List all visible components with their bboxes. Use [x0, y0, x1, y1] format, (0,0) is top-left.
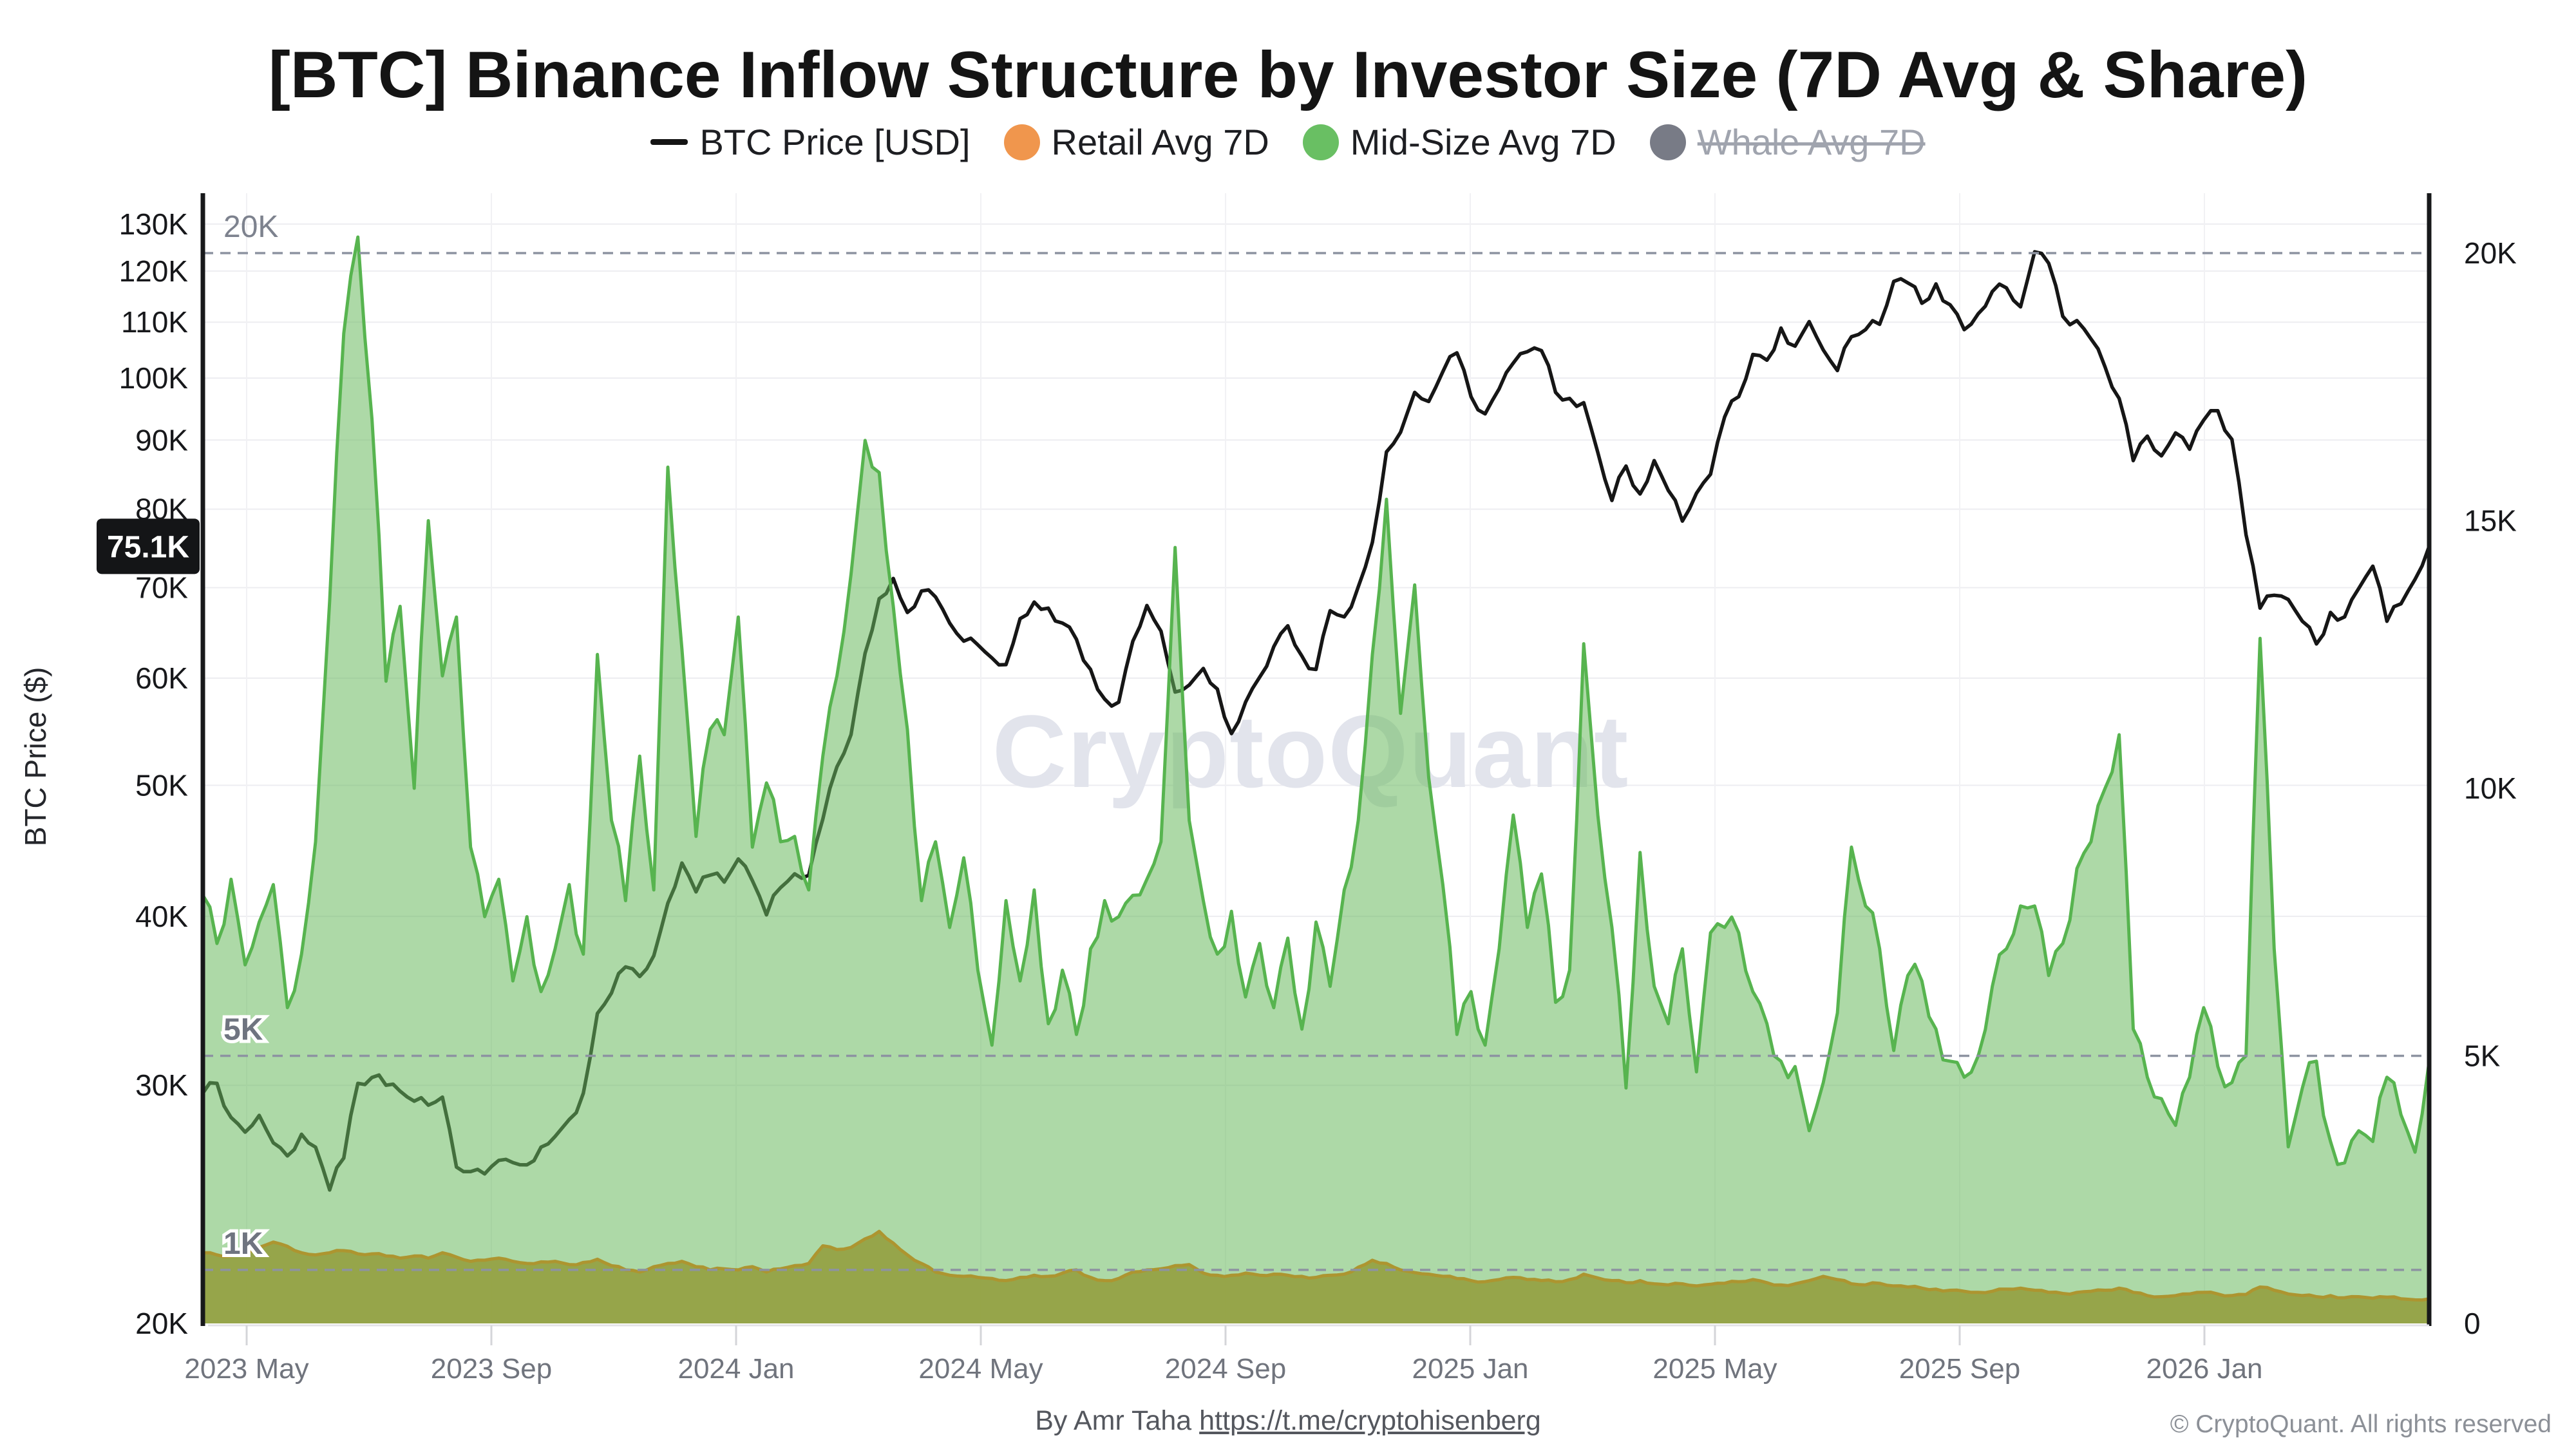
price-badge	[97, 518, 200, 574]
midsize-dot-icon	[1302, 124, 1339, 160]
left-axis-tick-label: 50K	[135, 768, 188, 802]
guide-label-5k: 5K	[223, 1013, 263, 1047]
legend: BTC Price [USD] Retail Avg 7D Mid-Size A…	[0, 121, 2576, 163]
left-axis-tick-label: 70K	[135, 571, 188, 604]
legend-item-whale[interactable]: Whale Avg 7D	[1649, 121, 1926, 163]
footer-copyright: © CryptoQuant. All rights reserved	[2170, 1410, 2552, 1438]
x-axis-tick-label: 2026 Jan	[2146, 1353, 2262, 1385]
chart-title: [BTC] Binance Inflow Structure by Invest…	[268, 38, 2308, 111]
telegram-link[interactable]: https://t.me/cryptohisenberg	[1199, 1405, 1541, 1436]
left-axis-tick-label: 90K	[135, 423, 188, 457]
x-axis-tick-label: 2024 Jan	[677, 1353, 794, 1385]
left-axis-tick-label: 110K	[121, 305, 188, 339]
left-axis-tick-label: 40K	[135, 900, 188, 933]
left-axis-tick-label: 30K	[135, 1068, 188, 1102]
price-badge-label: 75.1K	[107, 530, 189, 564]
right-axis-tick-label: 10K	[2464, 772, 2517, 805]
x-axis-tick-label: 2025 Sep	[1899, 1353, 2020, 1385]
legend-label-retail: Retail Avg 7D	[1051, 122, 1269, 162]
x-axis-tick-label: 2024 May	[918, 1353, 1043, 1385]
whale-dot-icon	[1649, 124, 1686, 160]
midsize-area-line	[201, 235, 2431, 1166]
x-axis-tick-label: 2023 May	[184, 1353, 308, 1385]
legend-label-midsize: Mid-Size Avg 7D	[1350, 122, 1616, 162]
right-axis-tick-label: 0	[2464, 1307, 2481, 1340]
footer-credit: By Amr Taha https://t.me/cryptohisenberg	[0, 1405, 2576, 1437]
right-axis-tick-label: 20K	[2464, 236, 2517, 270]
x-axis-tick-label: 2025 Jan	[1412, 1353, 1528, 1385]
watermark: CryptoQuant	[992, 694, 1629, 809]
left-axis-tick-label: 130K	[119, 207, 189, 241]
retail-area-line	[202, 1229, 2430, 1302]
legend-item-retail[interactable]: Retail Avg 7D	[1003, 121, 1269, 163]
legend-item-midsize[interactable]: Mid-Size Avg 7D	[1302, 121, 1616, 163]
left-axis-tick-label: 60K	[135, 661, 188, 695]
right-axis-tick-label: 15K	[2464, 504, 2517, 538]
left-axis-tick-label: 120K	[119, 254, 189, 288]
retail-dot-icon	[1003, 124, 1040, 160]
legend-item-btc-price[interactable]: BTC Price [USD]	[650, 121, 971, 163]
midsize-area-fill	[203, 237, 2429, 1324]
credit-text: By Amr Taha	[1035, 1405, 1200, 1436]
guide-label-20k: 20K	[223, 210, 278, 244]
right-axis-tick-label: 5K	[2464, 1039, 2501, 1073]
x-axis-tick-label: 2025 May	[1653, 1353, 1777, 1385]
x-axis-tick-label: 2023 Sep	[431, 1353, 552, 1385]
left-axis-tick-label: 100K	[119, 361, 189, 395]
guide-label-1k: 1K	[223, 1227, 263, 1261]
left-axis-tick-label: 20K	[135, 1307, 188, 1340]
line-sample-icon	[650, 139, 688, 145]
legend-label-whale: Whale Avg 7D	[1697, 122, 1926, 162]
legend-label-btc-price: BTC Price [USD]	[699, 122, 971, 162]
x-axis-tick-label: 2024 Sep	[1165, 1353, 1286, 1385]
